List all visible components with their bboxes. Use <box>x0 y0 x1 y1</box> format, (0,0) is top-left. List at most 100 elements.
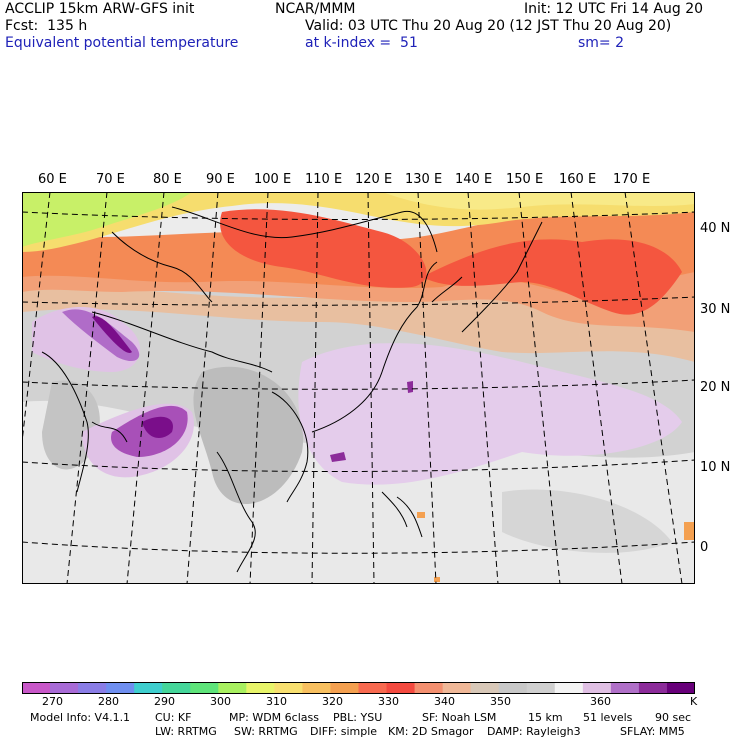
footer-sf: SF: Noah LSM <box>422 711 497 724</box>
meridian <box>249 192 269 584</box>
field-darkpurple-dot <box>407 381 413 393</box>
border-russia-china <box>171 206 438 253</box>
lon-label: 120 E <box>355 172 393 187</box>
lat-label: 10 N <box>700 460 731 475</box>
meridian <box>570 192 623 584</box>
init-time: Init: 12 UTC Fri 14 Aug 20 <box>524 1 704 17</box>
colorbar-swatch <box>386 682 416 694</box>
colorbar-label: 290 <box>154 695 175 708</box>
colorbar-swatch <box>274 682 303 694</box>
smoothing: sm= 2 <box>578 35 625 51</box>
border-central-asia <box>111 231 213 303</box>
lat-label: 30 N <box>700 302 731 317</box>
lon-label: 90 E <box>206 172 235 187</box>
lat-label: 0 <box>700 540 709 555</box>
field-green-north <box>22 192 192 247</box>
field-darkpurple-core <box>142 416 173 438</box>
colorbar-swatch <box>22 682 51 694</box>
colorbar-label: 360 <box>590 695 611 708</box>
meridian <box>624 192 683 584</box>
colorbar-swatch <box>666 682 695 694</box>
footer-diff: DIFF: simple <box>310 725 378 738</box>
colorbar-swatch <box>106 682 135 694</box>
meridian <box>22 192 51 443</box>
field-yellow-north <box>22 192 695 252</box>
colorbar-label: 330 <box>378 695 399 708</box>
colorbar-label: 340 <box>434 695 455 708</box>
field-violet-region <box>298 343 682 485</box>
colorbar-swatch <box>218 682 247 694</box>
lon-label: 160 E <box>559 172 597 187</box>
model-title: ACCLIP 15km ARW-GFS init <box>5 1 195 17</box>
colorbar-swatch <box>582 682 612 694</box>
footer-pbl: PBL: YSU <box>333 711 383 724</box>
footer-km: KM: 2D Smagor <box>388 725 474 738</box>
colorbar-label: 280 <box>98 695 119 708</box>
colorbar <box>22 682 695 694</box>
coastline-china <box>311 261 438 433</box>
colorbar-swatch <box>498 682 528 694</box>
lon-label: 70 E <box>96 172 125 187</box>
field-orange-dot <box>434 577 440 582</box>
lon-label: 130 E <box>405 172 443 187</box>
colorbar-label: 270 <box>42 695 63 708</box>
footer-model-info: Model Info: V4.1.1 <box>30 711 131 724</box>
colorbar-swatch <box>442 682 472 694</box>
colorbar-swatch <box>78 682 107 694</box>
field-name: Equivalent potential temperature <box>5 35 239 51</box>
border-himalaya <box>91 311 273 373</box>
field-purple-core <box>62 309 140 362</box>
valid-time: Valid: 03 UTC Thu 20 Aug 20 (12 JST Thu … <box>305 18 672 34</box>
colorbar-swatch <box>246 682 275 694</box>
lon-label: 110 E <box>305 172 343 187</box>
colorbar-swatch <box>162 682 191 694</box>
meridian <box>417 192 437 584</box>
footer-sw: SW: RRTMG <box>234 725 298 738</box>
coastline-india <box>41 351 128 493</box>
colorbar-swatch <box>526 682 556 694</box>
lon-label: 80 E <box>153 172 182 187</box>
field-orange-dot <box>684 522 695 540</box>
colorbar-swatch <box>190 682 219 694</box>
meridian <box>518 192 561 584</box>
lat-label: 40 N <box>700 221 731 236</box>
colorbar-label: 320 <box>322 695 343 708</box>
colorbar-label: 300 <box>210 695 231 708</box>
colorbar-label: 350 <box>490 695 511 708</box>
coastline-philippines <box>381 491 423 538</box>
field-lightyellow-north <box>382 192 695 210</box>
colorbar-swatch <box>330 682 359 694</box>
colorbar-swatch <box>358 682 388 694</box>
lon-label: 140 E <box>455 172 493 187</box>
footer-resolution: 15 km <box>528 711 563 724</box>
colorbar-unit: K <box>690 695 698 708</box>
footer-levels: 51 levels <box>583 711 633 724</box>
level-index: at k-index = 51 <box>305 35 418 51</box>
footer-mp: MP: WDM 6class <box>229 711 319 724</box>
colorbar-swatch <box>470 682 500 694</box>
organization: NCAR/MMM <box>275 1 356 17</box>
footer-lw: LW: RRTMG <box>155 725 217 738</box>
footer-cu: CU: KF <box>155 711 192 724</box>
footer-timestep: 90 sec <box>655 711 692 724</box>
lon-label: 60 E <box>38 172 67 187</box>
field-grey-patch <box>193 366 304 505</box>
footer-sflay: SFLAY: MM5 <box>620 725 685 738</box>
field-red-core <box>220 209 427 288</box>
colorbar-swatch <box>302 682 331 694</box>
coastline-southeast-asia <box>216 391 309 573</box>
colorbar-swatch <box>554 682 584 694</box>
field-violet-region <box>32 307 141 372</box>
colorbar-swatch <box>50 682 79 694</box>
meridian <box>467 192 499 584</box>
colorbar-frame <box>22 682 695 694</box>
forecast-hour: Fcst: 135 h <box>5 18 88 34</box>
colorbar-label: 310 <box>266 695 287 708</box>
lon-label: 150 E <box>506 172 544 187</box>
theta-e-map <box>22 192 695 584</box>
field-grey-patch <box>502 489 672 553</box>
footer-damp: DAMP: Rayleigh3 <box>487 725 581 738</box>
colorbar-swatch <box>610 682 640 694</box>
field-red-core <box>422 239 682 315</box>
field-orange-dot <box>417 512 425 518</box>
